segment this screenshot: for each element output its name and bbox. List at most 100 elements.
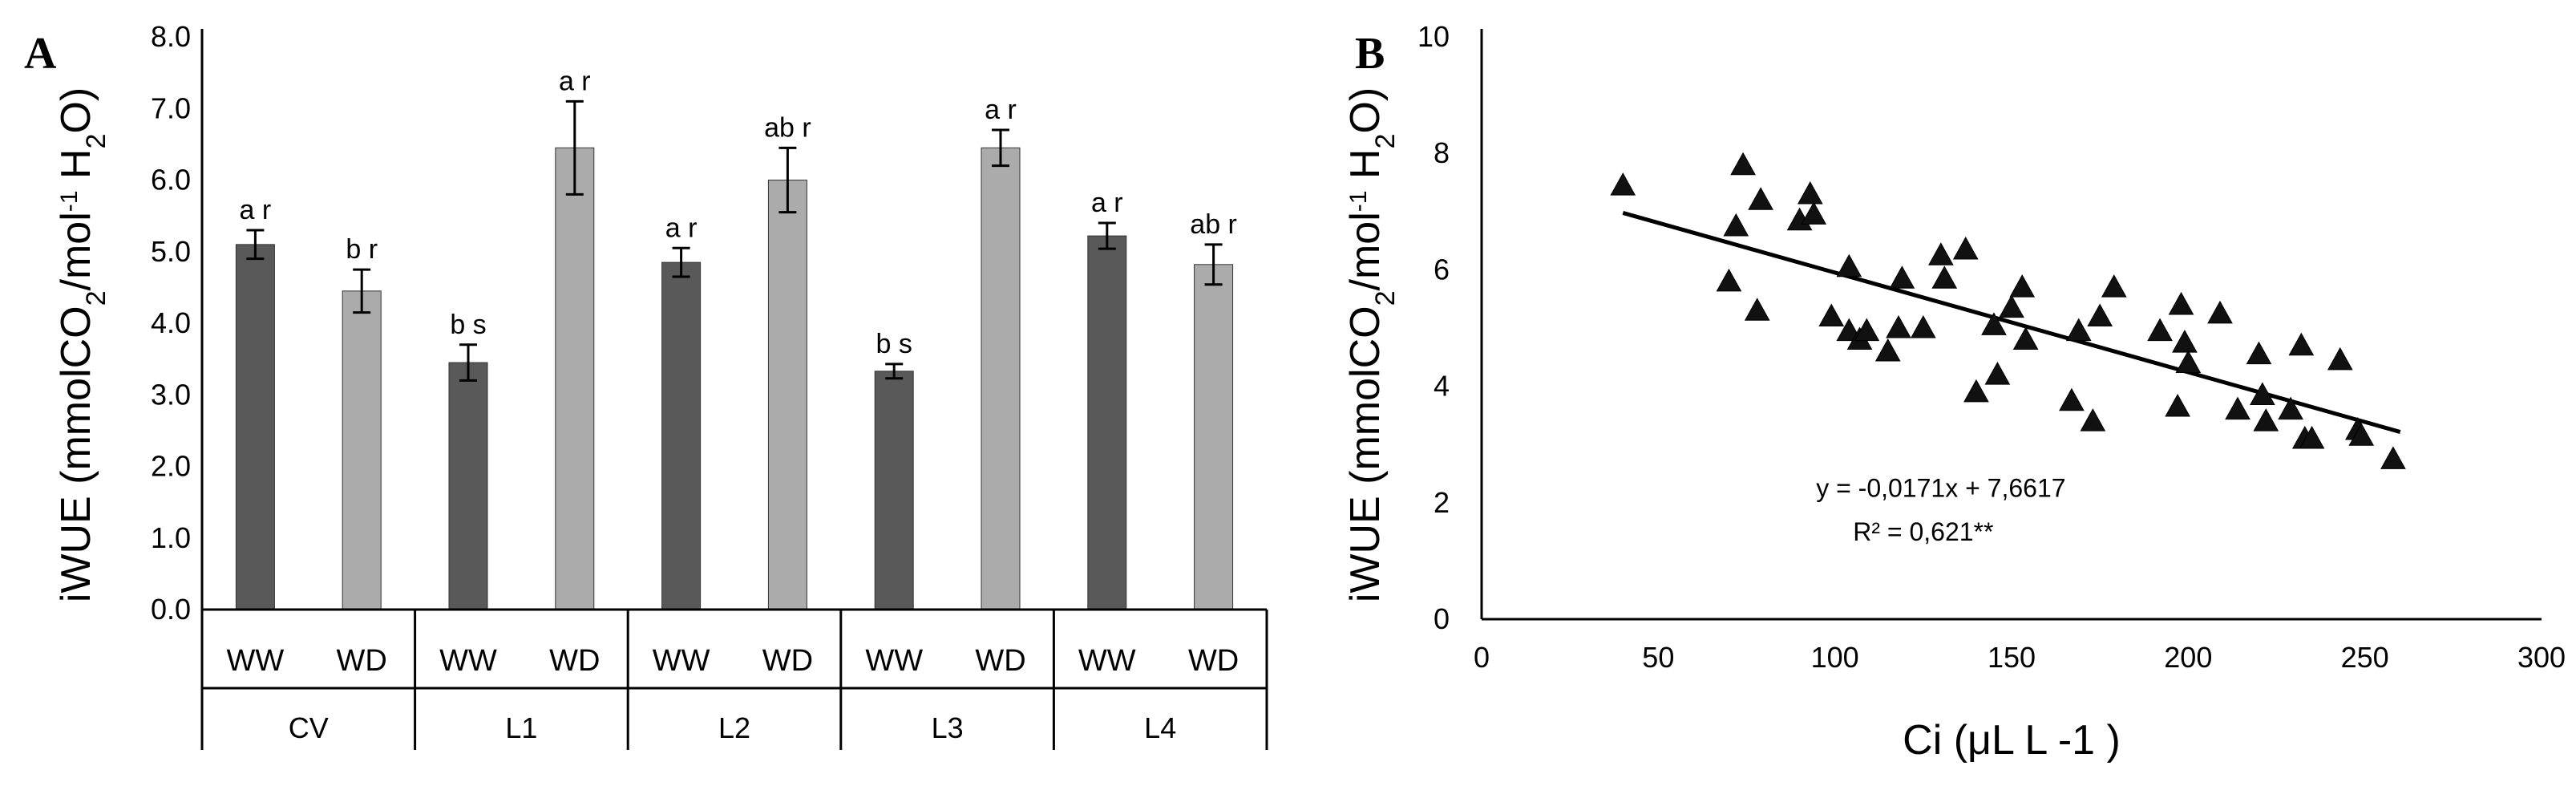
y-tick-label: 8: [1434, 136, 1450, 169]
significance-label: ab r: [1190, 209, 1237, 240]
panel-a-y-axis-label: iWUE (mmolCO2/mol-1 H2O): [53, 87, 111, 602]
y-tick-label: 10: [1417, 20, 1450, 53]
data-point: [2246, 341, 2272, 365]
data-point: [2250, 382, 2275, 405]
data-point: [2299, 425, 2325, 449]
data-point: [1886, 314, 1911, 338]
treatment-label: WD: [762, 644, 813, 678]
treatment-label: WW: [653, 644, 710, 678]
data-point: [1963, 379, 1989, 403]
y-tick-label: 4.0: [151, 306, 191, 339]
data-point: [1928, 242, 1954, 265]
x-tick-label: 0: [1474, 641, 1490, 674]
bar-l3-wd: [981, 147, 1021, 610]
x-tick-label: 150: [1988, 641, 2036, 674]
significance-label: b s: [450, 310, 486, 340]
group-label: L4: [1144, 711, 1176, 744]
panel-b-x-axis-label: Ci (μL L -1 ): [1903, 717, 2121, 764]
significance-label: a r: [240, 195, 272, 225]
bar-l1-wd: [555, 147, 595, 610]
significance-label: ab r: [764, 112, 811, 143]
data-point: [2165, 393, 2190, 417]
data-point: [1889, 265, 1915, 289]
treatment-label: WD: [1188, 644, 1239, 678]
treatment-label: WD: [549, 644, 600, 678]
x-tick-label: 100: [1811, 641, 1859, 674]
group-label: CV: [289, 711, 329, 744]
significance-label: b s: [876, 329, 912, 359]
treatment-label: WW: [439, 644, 497, 678]
y-tick-label: 2: [1434, 486, 1450, 519]
bar-cv-ww: [235, 244, 275, 610]
x-tick-label: 50: [1642, 641, 1674, 674]
treatment-label: WD: [975, 644, 1025, 678]
data-point: [2327, 346, 2353, 371]
panel-b-scatter-plot: B iWUE (mmolCO2/mol-1 H2O) 0 50 100 150 200 2…: [1342, 20, 2566, 764]
treatment-label: WW: [1078, 644, 1136, 678]
bar-l4-ww: [1087, 235, 1127, 610]
group-label: L3: [932, 711, 964, 744]
bar-l2-ww: [661, 261, 702, 610]
data-point: [2253, 408, 2279, 431]
data-point: [1874, 338, 1901, 362]
bar-l4-wd: [1194, 264, 1234, 610]
data-point: [2012, 326, 2039, 350]
y-tick-label: 8.0: [151, 20, 191, 53]
significance-label: a r: [665, 213, 698, 243]
significance-label: a r: [559, 66, 591, 96]
y-tick-label: 6.0: [151, 164, 191, 196]
significance-label: b r: [346, 234, 378, 265]
data-point: [2288, 332, 2315, 356]
treatment-label: WD: [337, 644, 387, 678]
group-label: L2: [718, 711, 750, 744]
y-tick-label: 7.0: [151, 91, 191, 124]
data-point: [1716, 268, 1742, 292]
x-tick-label: 300: [2517, 641, 2566, 674]
r-squared-label: R² = 0,621**: [1853, 517, 1993, 546]
x-tick-label: 250: [2341, 641, 2389, 674]
panel-a-letter: A: [24, 29, 57, 79]
data-point: [1999, 294, 2024, 318]
trendline: [1622, 211, 2401, 434]
data-point: [2101, 274, 2127, 298]
bar-l2-wd: [767, 180, 807, 610]
bar-l1-ww: [448, 362, 488, 610]
panel-a-bar-chart: A iWUE (mmolCO2/mol-1 H2O) a r b r b s a r a…: [24, 20, 1268, 750]
data-point: [2147, 318, 2173, 342]
data-point: [2348, 423, 2375, 446]
regression-equation: y = -0,0171x + 7,6617: [1816, 474, 2065, 503]
y-tick-label: 5.0: [151, 235, 191, 268]
data-point: [2059, 387, 2085, 411]
bar-l3-ww: [874, 371, 914, 610]
y-tick-label: 3.0: [151, 378, 191, 411]
data-point: [1730, 152, 1756, 176]
data-point: [1931, 265, 1958, 289]
y-tick-label: 6: [1434, 253, 1450, 286]
treatment-label: WW: [227, 644, 285, 678]
group-label: L1: [505, 711, 537, 744]
y-tick-label: 2.0: [151, 450, 191, 483]
data-point: [2009, 274, 2036, 298]
data-point: [2207, 300, 2233, 324]
panel-b-letter: B: [1355, 29, 1385, 79]
data-point: [1910, 314, 1936, 338]
significance-label: a r: [985, 95, 1017, 125]
data-point: [2175, 350, 2202, 374]
data-point: [2065, 318, 2092, 342]
data-point: [1610, 172, 1636, 196]
data-point: [2278, 396, 2303, 420]
data-point: [2168, 291, 2194, 315]
data-point: [1797, 180, 1823, 205]
data-point: [1952, 236, 1979, 260]
data-point: [1801, 201, 1827, 225]
data-point: [2225, 396, 2250, 420]
data-point: [2087, 303, 2113, 326]
data-point: [2172, 330, 2198, 353]
y-tick-label: 4: [1434, 370, 1450, 403]
data-point: [1854, 318, 1880, 342]
y-tick-label: 0: [1434, 602, 1450, 635]
significance-label: a r: [1091, 188, 1123, 218]
data-point: [1748, 187, 1773, 210]
data-point: [1744, 298, 1770, 321]
